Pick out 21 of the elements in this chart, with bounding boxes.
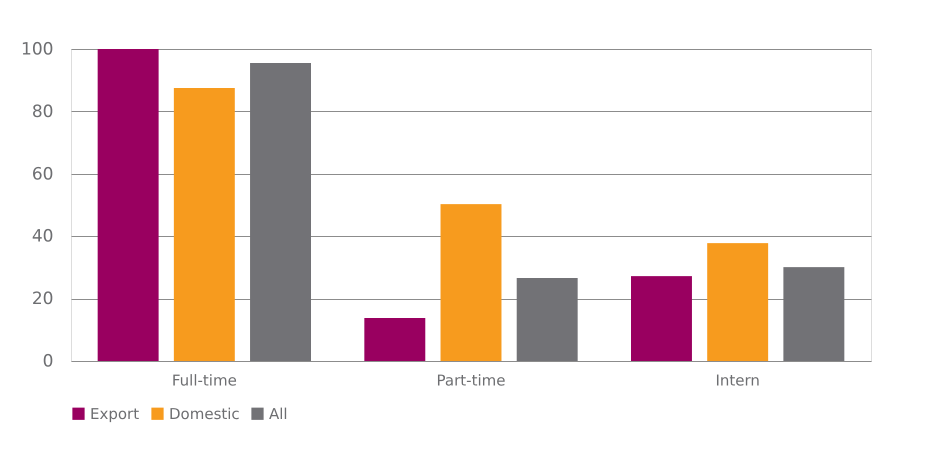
y-tick-label: 20 bbox=[32, 289, 54, 310]
y-tick-label: 80 bbox=[32, 102, 54, 122]
legend-label: All bbox=[269, 404, 288, 423]
legend-label: Export bbox=[90, 404, 140, 423]
y-tick-label: 60 bbox=[32, 164, 54, 184]
x-tick-label: Intern bbox=[715, 372, 760, 390]
bar bbox=[174, 88, 235, 361]
x-tick-label: Full-time bbox=[172, 372, 237, 390]
bar bbox=[631, 276, 692, 361]
legend-label: Domestic bbox=[169, 404, 240, 423]
bar bbox=[440, 204, 502, 361]
bar bbox=[364, 318, 426, 361]
bar bbox=[783, 267, 844, 361]
y-tick-label: 40 bbox=[32, 226, 54, 247]
bar bbox=[516, 278, 578, 361]
x-tick-label: Part-time bbox=[436, 372, 506, 390]
bar bbox=[98, 49, 159, 361]
y-tick-label: 100 bbox=[21, 40, 54, 60]
bar bbox=[250, 63, 311, 361]
y-tick-label: 0 bbox=[42, 352, 54, 372]
bar bbox=[707, 243, 768, 361]
